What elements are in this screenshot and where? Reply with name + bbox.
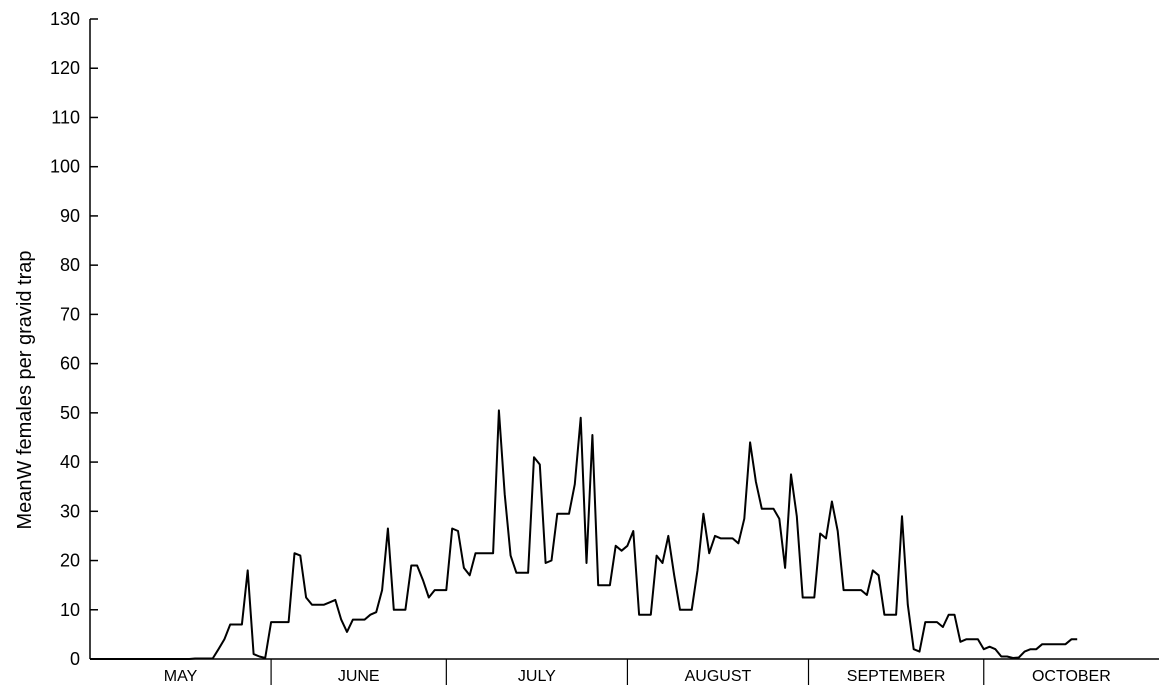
month-label: OCTOBER — [1032, 668, 1111, 685]
y-tick-label: 10 — [60, 600, 80, 620]
y-tick-label: 90 — [60, 206, 80, 226]
y-tick-label: 130 — [50, 9, 80, 29]
y-tick-label: 80 — [60, 255, 80, 275]
y-tick-label: 40 — [60, 452, 80, 472]
y-tick-label: 0 — [70, 649, 80, 669]
y-tick-label: 100 — [50, 157, 80, 177]
x-axis: MAY JUNE JULY AUGUST SEPTEMBER OCTOBER — [90, 658, 1159, 685]
y-tick-label: 50 — [60, 403, 80, 423]
month-label: MAY — [164, 668, 198, 685]
y-tick-label: 20 — [60, 551, 80, 571]
month-label: JULY — [518, 668, 556, 685]
month-label: JUNE — [338, 668, 380, 685]
month-label: SEPTEMBER — [847, 668, 946, 685]
y-tick-label: 120 — [50, 58, 80, 78]
y-tick-label: 60 — [60, 354, 80, 374]
y-tick-label: 30 — [60, 501, 80, 521]
month-label: AUGUST — [685, 668, 752, 685]
y-axis-title: MeanW females per gravid trap — [14, 250, 36, 529]
y-tick-label: 70 — [60, 304, 80, 324]
series-line — [90, 409, 1078, 660]
y-axis: 0 10 20 30 40 50 60 70 80 90 100 110 120 130 — [50, 9, 98, 669]
y-tick-label: 110 — [51, 107, 80, 127]
